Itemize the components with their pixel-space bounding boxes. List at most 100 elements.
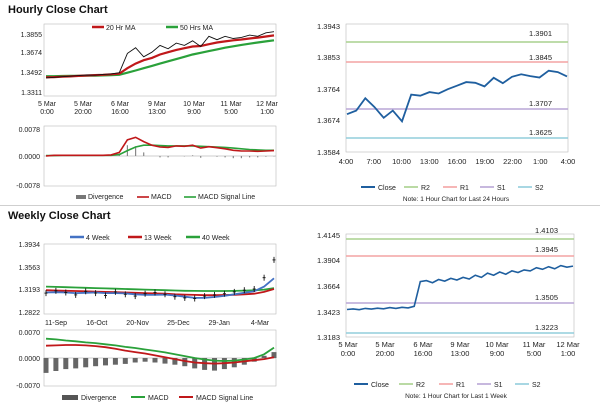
hourly-y-tick: 1.3311: [21, 90, 42, 97]
pivot-h-x-tick: 13:00: [420, 157, 439, 166]
legend-w-divergence-label: Divergence: [81, 395, 117, 402]
section-divider: [0, 205, 600, 206]
hourly-macd-y-tick: 0.0000: [19, 154, 41, 161]
pivot-w-legend: Close R2 R1 S1 S2: [354, 382, 541, 389]
hourly-pivot-chart: 1.3943 1.3853 1.3764 1.3674 1.3584 1.390…: [317, 22, 575, 203]
weekly-pivot-chart: 1.4145 1.3904 1.3664 1.3423 1.3183 1.410…: [317, 226, 580, 400]
hourly-macd-legend: Divergence MACD MACD Signal Line: [76, 194, 255, 201]
pivot-w-s1-value: 1.3505: [535, 293, 558, 302]
hourly-y-tick: 1.3674: [21, 50, 43, 57]
pivot-w-r1-value: 1.3945: [535, 245, 558, 254]
pivot-w-x-tick: 10 Mar: [485, 340, 509, 349]
legend-s2-label: S2: [535, 185, 544, 192]
hourly-x-tick: 0:00: [40, 109, 54, 116]
weekly-divergence-bar: [162, 358, 168, 364]
weekly-divergence-bar: [261, 355, 267, 358]
legend-w-close-label: Close: [371, 382, 389, 389]
pivot-w-x-tick: 12 Mar: [556, 340, 580, 349]
pivot-w-x-tick: 5 Mar: [375, 340, 395, 349]
pivot-w-note: Note: 1 Hour Chart for Last 1 Week: [405, 393, 508, 400]
pivot-w-x-tick: 6 Mar: [413, 340, 433, 349]
pivot-h-s2-value: 1.3625: [529, 128, 552, 137]
pivot-w-y-tick: 1.4145: [317, 231, 340, 240]
weekly-divergence-bar: [83, 358, 89, 368]
pivot-w-r2-value: 1.4103: [535, 226, 558, 235]
weekly-divergence-bar: [112, 358, 118, 365]
pivot-h-close-line: [346, 69, 568, 124]
weekly-macd-signal-line: [45, 344, 275, 365]
pivot-h-x-tick: 10:00: [392, 157, 411, 166]
legend-w-r2-label: R2: [416, 382, 425, 389]
weekly-divergence-bar: [172, 358, 178, 365]
weekly-price-chart: 4 Week 13 Week 40 Week 1.3934 1.3563 1.3…: [19, 235, 277, 327]
hourly-x-labels: 5 Mar 0:00 5 Mar 20:00 6 Mar 16:00 9 Mar…: [38, 101, 279, 116]
weekly-y-tick: 1.2822: [19, 310, 41, 317]
pivot-w-y-tick: 1.3664: [317, 282, 340, 291]
pivot-h-x-tick: 22:00: [503, 157, 522, 166]
weekly-price-frame: [43, 243, 277, 315]
legend-w-s1-label: S1: [494, 382, 503, 389]
pivot-h-x-tick: 4:00: [561, 157, 576, 166]
hourly-price-line: [45, 31, 275, 79]
weekly-divergence-bar: [63, 358, 69, 370]
legend-close-label: Close: [378, 185, 396, 192]
weekly-x-labels: 11-Sep 16-Oct 20-Nov 25-Dec 29-Jan 4-Mar: [45, 320, 270, 327]
weekly-section-title: Weekly Close Chart: [8, 210, 111, 222]
legend-4week-label: 4 Week: [86, 235, 110, 242]
pivot-w-y-tick: 1.3423: [317, 308, 340, 317]
weekly-legend: 4 Week 13 Week 40 Week: [70, 235, 230, 242]
hourly-y-tick: 1.3855: [21, 32, 43, 39]
legend-w-macd-label: MACD: [148, 395, 169, 402]
legend-ma20-label: 20 Hr MA: [106, 25, 136, 32]
hourly-x-tick: 1:00: [260, 109, 274, 116]
hourly-x-tick: 9:00: [187, 109, 201, 116]
weekly-x-tick: 11-Sep: [45, 320, 67, 327]
pivot-w-x-tick: 9 Mar: [450, 340, 470, 349]
legend-ma50-label: 50 Hrs MA: [180, 25, 213, 32]
weekly-40week-line: [45, 285, 275, 292]
weekly-pivot-frame: [345, 233, 575, 338]
legend-w-signal-label: MACD Signal Line: [196, 395, 253, 402]
pivot-h-legend: Close R2 R1 S1 S2: [361, 185, 544, 192]
pivot-w-x-tick: 16:00: [414, 349, 433, 358]
weekly-macd-line: [45, 337, 275, 362]
hourly-macd-line: [45, 136, 275, 157]
weekly-x-tick: 4-Mar: [251, 320, 270, 327]
legend-r2-label: R2: [421, 185, 430, 192]
pivot-w-x-tick: 5:00: [527, 349, 542, 358]
weekly-divergence-bar: [182, 358, 188, 367]
hourly-x-tick: 12 Mar: [256, 101, 278, 108]
legend-13week-label: 13 Week: [144, 235, 172, 242]
legend-macd-label: MACD: [151, 194, 172, 201]
pivot-h-x-tick: 1:00: [533, 157, 548, 166]
hourly-x-tick: 6 Mar: [111, 101, 130, 108]
pivot-w-x-tick: 13:00: [451, 349, 470, 358]
hourly-x-tick: 5 Mar: [74, 101, 93, 108]
weekly-y-tick: 1.3563: [19, 265, 41, 272]
weekly-x-tick: 16-Oct: [86, 320, 107, 327]
weekly-divergence-bar: [93, 358, 99, 367]
hourly-x-tick: 10 Mar: [183, 101, 205, 108]
pivot-h-y-tick: 1.3764: [317, 85, 340, 94]
weekly-divergence-bar: [152, 358, 158, 363]
pivot-w-x-tick: 0:00: [341, 349, 356, 358]
weekly-x-tick: 29-Jan: [208, 320, 230, 327]
pivot-h-x-tick: 19:00: [475, 157, 494, 166]
weekly-4week-line: [45, 277, 275, 299]
hourly-macd-chart: 0.0078 0.0000 -0.0078 Divergence MACD MA…: [16, 125, 277, 201]
pivot-w-x-tick: 20:00: [376, 349, 395, 358]
pivot-h-x-labels: 4:00 7:00 10:00 13:00 16:00 19:00 22:00 1:00 4:0…: [339, 157, 576, 166]
legend-divergence-swatch: [76, 195, 86, 199]
weekly-macd-y-tick: 0.0000: [19, 356, 41, 363]
pivot-w-y-tick: 1.3183: [317, 333, 340, 342]
pivot-w-x-tick: 1:00: [561, 349, 576, 358]
pivot-w-x-labels: 5 Mar 0:00 5 Mar 20:00 6 Mar 16:00 9 Mar…: [338, 340, 580, 358]
hourly-pivot-frame: [345, 23, 569, 153]
hourly-x-tick: 11 Mar: [220, 101, 242, 108]
weekly-divergence-bar: [53, 358, 59, 371]
weekly-divergence-bar: [142, 358, 148, 362]
weekly-divergence-bar: [43, 358, 49, 373]
hourly-x-tick: 13:00: [148, 109, 166, 116]
pivot-w-x-tick: 11 Mar: [523, 340, 546, 349]
